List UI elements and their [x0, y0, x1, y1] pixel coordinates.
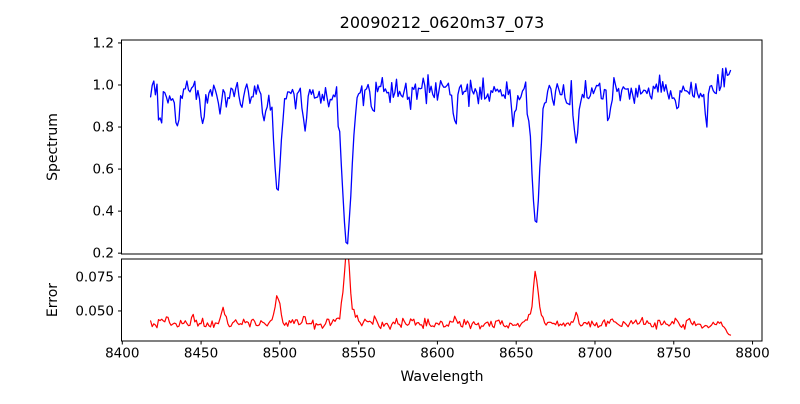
- spectrum-panel-frame: [121, 39, 763, 255]
- spectrum-line-series: [149, 67, 732, 245]
- x-tick-label: 8800: [735, 346, 769, 362]
- error-y-axis-label: Error: [45, 283, 61, 317]
- y-tick-label: 1.2: [93, 35, 114, 51]
- x-tick-label: 8400: [105, 346, 139, 362]
- y-tick-label: 0.6: [93, 162, 114, 178]
- x-tick-label: 8750: [657, 346, 691, 362]
- error-panel-frame: [121, 258, 763, 342]
- y-tick-label: 1.0: [93, 77, 114, 93]
- chart-title: 20090212_0620m37_073: [340, 13, 545, 33]
- y-tick-label: 0.2: [93, 246, 114, 262]
- axis-ticks: 8400 8450 8500 8550 8600 8650 8700 8750 8800 0.2 0…: [75, 35, 769, 361]
- x-axis-label: Wavelength: [400, 369, 483, 385]
- spectrum-y-axis-label: Spectrum: [45, 113, 61, 181]
- y-tick-label: 0.050: [75, 303, 114, 319]
- error-line-series: [150, 259, 732, 336]
- y-tick-label: 0.4: [93, 204, 114, 220]
- x-tick-label: 8450: [184, 346, 218, 362]
- x-tick-label: 8700: [578, 346, 612, 362]
- x-tick-label: 8600: [420, 346, 454, 362]
- x-tick-label: 8500: [263, 346, 297, 362]
- x-tick-label: 8650: [499, 346, 533, 362]
- y-tick-label: 0.8: [93, 120, 114, 136]
- y-tick-label: 0.075: [75, 269, 114, 285]
- x-tick-label: 8550: [341, 346, 375, 362]
